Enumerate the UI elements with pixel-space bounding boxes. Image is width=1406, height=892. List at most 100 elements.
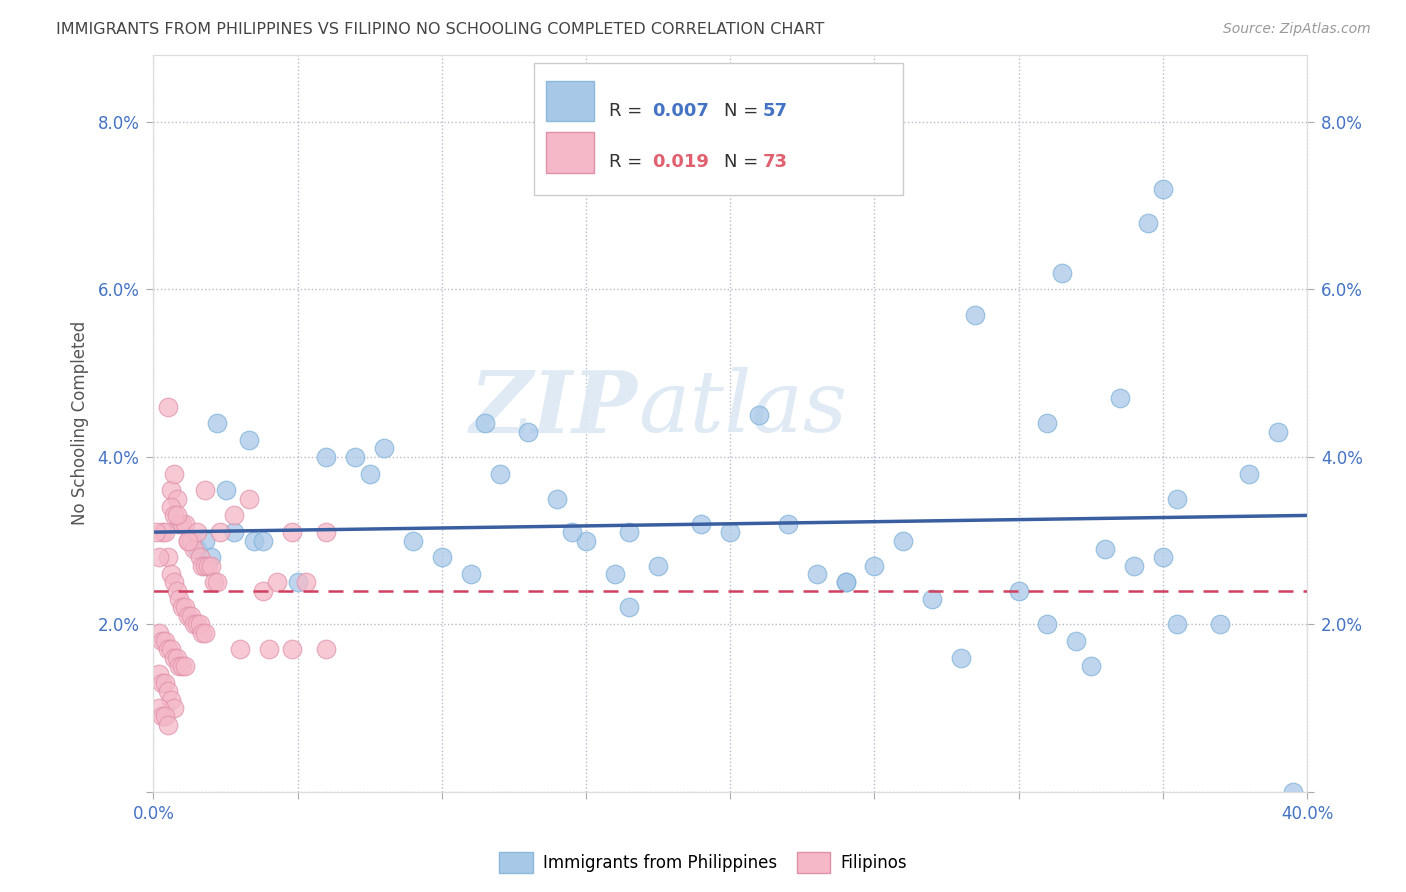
Point <box>163 467 186 481</box>
Point <box>315 525 337 540</box>
Point <box>243 533 266 548</box>
Point <box>156 684 179 698</box>
Point <box>186 617 208 632</box>
Point <box>166 491 188 506</box>
Text: ZIP: ZIP <box>470 367 638 450</box>
Point <box>208 525 231 540</box>
Point <box>191 558 214 573</box>
FancyBboxPatch shape <box>546 81 595 121</box>
Point <box>1239 467 1261 481</box>
Point <box>690 516 713 531</box>
Point <box>1267 425 1289 439</box>
Point <box>150 525 173 540</box>
Point <box>229 642 252 657</box>
Point <box>150 709 173 723</box>
Y-axis label: No Schooling Completed: No Schooling Completed <box>72 321 89 525</box>
Point <box>460 567 482 582</box>
Text: 73: 73 <box>762 153 787 171</box>
Point <box>156 717 179 731</box>
Point <box>561 525 583 540</box>
Point <box>180 608 202 623</box>
Point <box>488 467 510 481</box>
Point <box>177 533 200 548</box>
Text: IMMIGRANTS FROM PHILIPPINES VS FILIPINO NO SCHOOLING COMPLETED CORRELATION CHART: IMMIGRANTS FROM PHILIPPINES VS FILIPINO … <box>56 22 824 37</box>
Point <box>281 525 304 540</box>
Point <box>194 558 217 573</box>
Point <box>402 533 425 548</box>
Point <box>200 558 222 573</box>
Text: N =: N = <box>724 153 765 171</box>
Point <box>619 525 641 540</box>
Point <box>834 575 856 590</box>
Point <box>150 675 173 690</box>
Point <box>156 400 179 414</box>
Point <box>166 650 188 665</box>
Point <box>153 709 176 723</box>
Point <box>224 525 246 540</box>
Point <box>159 642 181 657</box>
Point <box>174 659 197 673</box>
Point <box>373 442 395 456</box>
Point <box>150 634 173 648</box>
Point <box>194 625 217 640</box>
Point <box>965 308 987 322</box>
Point <box>575 533 598 548</box>
Point <box>224 508 246 523</box>
Text: Source: ZipAtlas.com: Source: ZipAtlas.com <box>1223 22 1371 37</box>
Point <box>546 491 568 506</box>
Point <box>159 567 181 582</box>
Legend: Immigrants from Philippines, Filipinos: Immigrants from Philippines, Filipinos <box>492 846 914 880</box>
Point <box>1108 391 1130 405</box>
Point <box>257 642 280 657</box>
Point <box>205 417 228 431</box>
Point <box>180 533 202 548</box>
Point <box>194 483 217 498</box>
Point <box>169 659 191 673</box>
Point <box>1036 417 1059 431</box>
Text: 0.007: 0.007 <box>652 102 709 120</box>
Point <box>252 583 274 598</box>
Point <box>153 634 176 648</box>
Point <box>430 550 453 565</box>
Point <box>266 575 288 590</box>
Text: R =: R = <box>609 102 648 120</box>
Point <box>1123 558 1146 573</box>
Point <box>188 550 211 565</box>
Point <box>238 433 260 447</box>
Text: 57: 57 <box>762 102 787 120</box>
Point <box>1166 617 1188 632</box>
Point <box>834 575 856 590</box>
FancyBboxPatch shape <box>546 133 595 173</box>
Point <box>344 450 367 464</box>
Point <box>186 525 208 540</box>
Point <box>647 558 669 573</box>
Point <box>194 533 217 548</box>
Point <box>148 701 170 715</box>
Point <box>1152 550 1174 565</box>
Point <box>153 675 176 690</box>
Point <box>891 533 914 548</box>
Point <box>1152 182 1174 196</box>
Point <box>166 508 188 523</box>
Point <box>172 600 194 615</box>
Point <box>359 467 381 481</box>
Point <box>718 525 741 540</box>
Point <box>949 650 972 665</box>
Point <box>281 642 304 657</box>
Point <box>1094 541 1116 556</box>
Point <box>1080 659 1102 673</box>
Point <box>153 525 176 540</box>
Point <box>159 500 181 514</box>
Point <box>1209 617 1232 632</box>
Point <box>148 667 170 681</box>
Point <box>603 567 626 582</box>
Point <box>148 550 170 565</box>
Point <box>1007 583 1029 598</box>
Point <box>156 550 179 565</box>
Point <box>163 575 186 590</box>
Point <box>315 642 337 657</box>
Point <box>169 516 191 531</box>
Point <box>191 625 214 640</box>
Point <box>921 592 943 607</box>
Point <box>172 516 194 531</box>
